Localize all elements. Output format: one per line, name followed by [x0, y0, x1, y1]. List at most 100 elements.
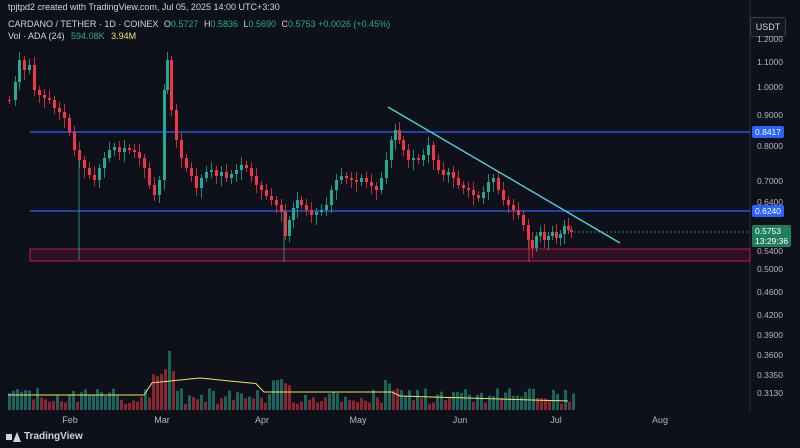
candle-body — [487, 182, 490, 192]
candle-body — [502, 190, 505, 200]
candle-body — [402, 140, 405, 150]
volume-bar — [364, 400, 367, 410]
volume-bar — [164, 369, 167, 410]
candle-body — [547, 236, 550, 240]
candle-body — [14, 82, 17, 100]
volume-bar — [424, 388, 427, 410]
candle-body — [175, 110, 178, 140]
volume-bar — [532, 388, 535, 410]
volume-bar — [308, 399, 311, 410]
volume-bar — [412, 400, 415, 410]
volume-bar — [120, 399, 123, 410]
candle-body — [68, 118, 71, 132]
candle-body — [296, 200, 299, 208]
volume-bar — [180, 388, 183, 410]
volume-bar — [536, 397, 539, 410]
candle-body — [417, 158, 420, 160]
volume-bar — [124, 403, 127, 410]
volume-bar — [480, 392, 483, 410]
candle-body — [63, 112, 66, 118]
volume-bar — [248, 396, 251, 410]
candle-body — [442, 170, 445, 175]
candle-body — [195, 176, 198, 188]
volume-bar — [36, 388, 39, 410]
volume-bar — [564, 389, 567, 410]
volume-bar — [504, 392, 507, 410]
volume-bar — [448, 397, 451, 410]
candle-body — [472, 190, 475, 195]
volume-bar — [232, 399, 235, 410]
candle-body — [457, 178, 460, 185]
candle-body — [78, 150, 81, 160]
volume-bar — [284, 383, 287, 410]
candle-body — [467, 188, 470, 190]
candle-body — [163, 90, 166, 180]
candle-body — [245, 165, 248, 168]
price-tick-label: 0.3600 — [757, 350, 783, 360]
volume-bar — [108, 392, 111, 410]
candle-body — [288, 220, 291, 236]
volume-bar — [24, 390, 27, 410]
candle-body — [477, 195, 480, 198]
volume-bar — [524, 391, 527, 410]
volume-bar — [168, 350, 171, 410]
candle-body — [355, 180, 358, 182]
volume-bar — [72, 390, 75, 410]
candle-body — [394, 130, 397, 140]
candle-body — [390, 140, 393, 160]
candle-body — [138, 152, 141, 158]
volume-bar — [336, 393, 339, 410]
candle-body — [482, 192, 485, 198]
candle-body — [43, 95, 46, 98]
candle-body — [320, 210, 323, 212]
volume-bar — [292, 402, 295, 410]
volume-bar — [140, 396, 143, 410]
candle-body — [555, 232, 558, 238]
candle-body — [365, 178, 368, 182]
candle-body — [23, 60, 26, 70]
volume-bar — [160, 373, 163, 410]
volume-bar — [204, 401, 207, 410]
candle-body — [180, 140, 183, 158]
volume-ma-line — [8, 377, 569, 402]
time-tick-label: May — [349, 415, 367, 425]
candle-body — [462, 185, 465, 188]
volume-bar — [324, 397, 327, 410]
volume-bar — [540, 398, 543, 410]
candle-body — [340, 176, 343, 180]
candle-body — [447, 172, 450, 175]
volume-bar — [176, 390, 179, 410]
volume-bar — [268, 394, 271, 410]
volume-bar — [84, 389, 87, 410]
volume-bar — [380, 402, 383, 410]
volume-bar — [16, 389, 19, 410]
support-zone-box — [29, 248, 751, 262]
candle-body — [292, 208, 295, 220]
volume-bar — [428, 403, 431, 410]
plot-area — [0, 0, 750, 412]
volume-bar — [368, 402, 371, 410]
volume-bar — [288, 385, 291, 410]
price-tick-label: 0.8000 — [757, 141, 783, 151]
candle-body — [527, 225, 530, 240]
volume-bar — [260, 397, 263, 410]
volume-bar — [360, 397, 363, 410]
candle-body — [522, 215, 525, 225]
volume-bar — [60, 401, 63, 410]
volume-bar — [144, 389, 147, 410]
volume-bar — [20, 391, 23, 410]
candle-body — [567, 226, 570, 230]
tradingview-logo[interactable]: TradingView — [6, 431, 83, 442]
candle-body — [422, 155, 425, 160]
candle-body — [507, 200, 510, 205]
candle-body — [265, 190, 268, 196]
volume-bar — [416, 389, 419, 410]
price-tick-label: 1.2000 — [757, 34, 783, 44]
volume-bar — [476, 394, 479, 410]
volume-bar — [240, 393, 243, 410]
candle-body — [492, 178, 495, 182]
volume-bar — [244, 398, 247, 410]
volume-label: Vol · ADA (24) — [8, 31, 65, 41]
currency-button[interactable]: USDT — [750, 17, 786, 37]
